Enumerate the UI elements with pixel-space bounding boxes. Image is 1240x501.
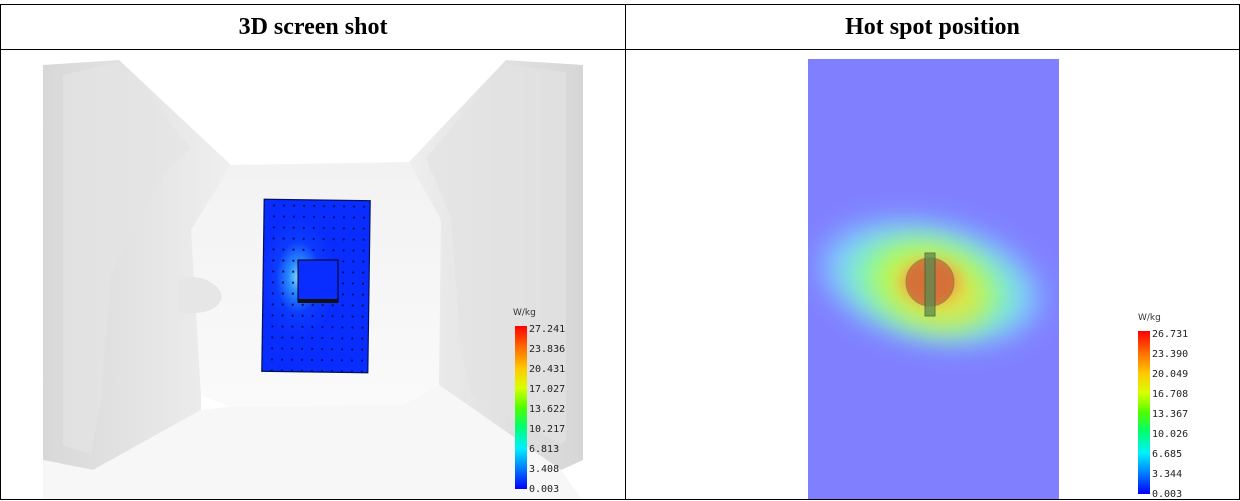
legend-value: 27.241	[529, 324, 565, 335]
legend-value: 10.217	[529, 424, 565, 435]
device-outline-bar	[925, 253, 935, 316]
legend-value: 10.026	[1152, 429, 1188, 440]
column-header-hot-spot-position: Hot spot position	[626, 5, 1239, 49]
legend-value: 6.813	[529, 444, 559, 455]
legend-value: 3.344	[1152, 469, 1182, 480]
legend-value: 26.731	[1152, 329, 1188, 340]
results-table: 3D screen shot Hot spot position	[0, 4, 1240, 500]
legend-value: 20.431	[529, 364, 565, 375]
column-header-3d-screenshot: 3D screen shot	[1, 5, 625, 49]
legend-value: 23.390	[1152, 349, 1188, 360]
3d-screenshot-cell: W/kg 27.241 23.836 20.431 17.027 13.622 …	[1, 50, 625, 499]
legend-value: 13.622	[529, 404, 565, 415]
legend-value: 23.836	[529, 344, 565, 355]
legend-value: 0.003	[1152, 489, 1182, 499]
device-block	[298, 260, 338, 302]
legend-value: 6.685	[1152, 449, 1182, 460]
legend-unit-label: W/kg	[513, 308, 536, 318]
hot-spot-cell: W/kg 26.731 23.390 20.049 16.708 13.367 …	[626, 50, 1239, 499]
legend-value: 0.003	[529, 484, 559, 495]
3d-screenshot-image: W/kg 27.241 23.836 20.431 17.027 13.622 …	[1, 50, 625, 499]
legend-color-scale	[1138, 331, 1150, 494]
legend-value: 16.708	[1152, 389, 1188, 400]
legend-value: 13.367	[1152, 409, 1188, 420]
legend-value: 20.049	[1152, 369, 1188, 380]
hot-spot-image: W/kg 26.731 23.390 20.049 16.708 13.367 …	[626, 50, 1239, 499]
legend-value: 17.027	[529, 384, 565, 395]
legend-color-scale	[515, 326, 527, 489]
legend-value: 3.408	[529, 464, 559, 475]
legend-unit-label: W/kg	[1138, 313, 1161, 323]
